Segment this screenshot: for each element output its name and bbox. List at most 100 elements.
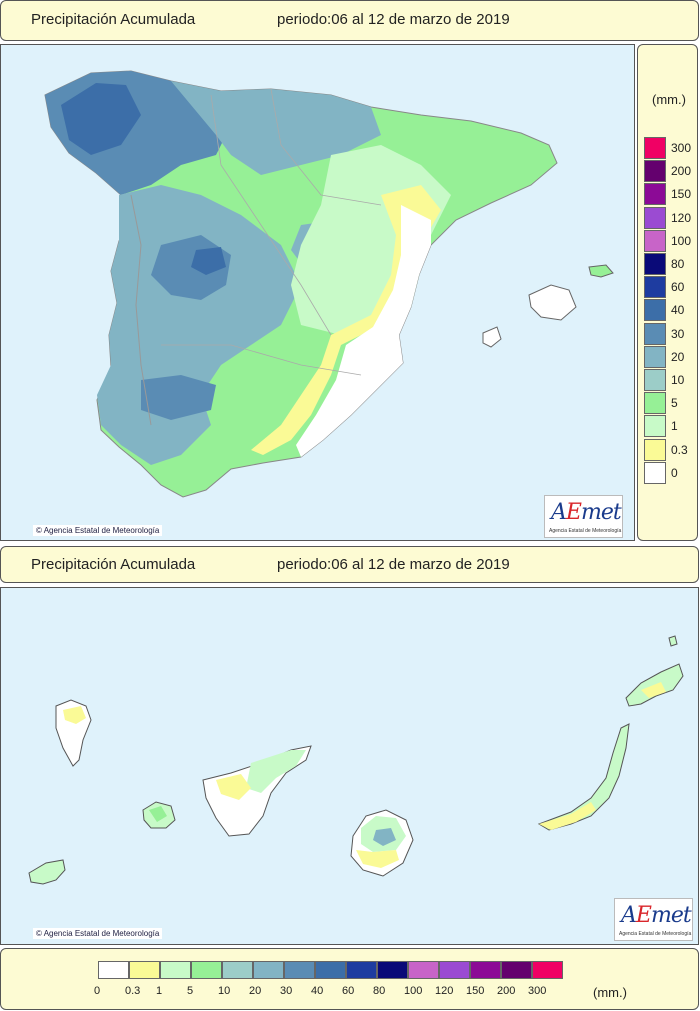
legend-label: 30 (280, 985, 293, 997)
legend-swatch (644, 183, 666, 206)
legend-swatch (129, 961, 160, 979)
precip-zone-southeast-dry (296, 205, 431, 457)
legend-swatch (253, 961, 284, 979)
legend-label: 80 (373, 985, 386, 997)
island-tenerife-yellow (216, 774, 251, 800)
legend-label: 150 (466, 985, 485, 997)
precip-zone-north-coast (171, 81, 381, 175)
credit-label-peninsula: © Agencia Estatal de Meteorología (33, 525, 163, 536)
island-la-palma-yellow (63, 706, 86, 724)
legend-label: 40 (311, 985, 324, 997)
legend-swatch (439, 961, 470, 979)
island-la-graciosa (668, 635, 678, 647)
legend-label: 200 (671, 164, 692, 179)
map-period: periodo:06 al 12 de marzo de 2019 (277, 556, 510, 573)
credit-label-canarias: © Agencia Estatal de Meteorología (33, 928, 163, 939)
credit-text: Agencia Estatal de Meteorología (43, 929, 160, 938)
legend-swatch (315, 961, 346, 979)
legend-swatch (160, 961, 191, 979)
legend-swatch (644, 276, 666, 299)
map-title: Precipitación Acumulada (31, 11, 196, 28)
copyright-icon: © (36, 526, 42, 535)
legend-label: 1 (156, 985, 163, 997)
legend-label: 120 (671, 210, 692, 225)
legend-swatch (377, 961, 408, 979)
legend-swatch (644, 345, 666, 368)
map-period: periodo:06 al 12 de marzo de 2019 (277, 11, 510, 28)
aemet-logo-subtext: Agencia Estatal de Meteorología (549, 528, 622, 534)
island-la-gomera-green (149, 806, 167, 822)
legend-swatch (470, 961, 501, 979)
legend-swatch (501, 961, 532, 979)
legend-label: 30 (671, 326, 685, 341)
legend-swatch (408, 961, 439, 979)
legend-swatch (644, 229, 666, 252)
legend-label: 1 (671, 419, 678, 434)
legend-swatch (644, 415, 666, 438)
aemet-logo-subtext: Agencia Estatal de Meteorología (619, 931, 692, 937)
legend-unit: (mm.) (652, 92, 686, 107)
legend-label: 100 (404, 985, 423, 997)
legend-swatch (644, 299, 666, 322)
legend-label: 80 (671, 257, 685, 271)
legend-swatch (644, 461, 666, 484)
island-lanzarote-yellow (641, 682, 666, 698)
legend-horizontal: 0 0.3 1 5 10 20 30 40 60 80 100 120 150 200 300 (mm.) (0, 948, 699, 1010)
aemet-logo-text: AEmet (621, 903, 692, 928)
legend-label: 20 (671, 349, 685, 364)
island-fuerteventura-yellow (539, 802, 596, 830)
island-mallorca (528, 284, 577, 321)
legend-label: 0 (671, 465, 678, 480)
island-gran-canaria-yellow (356, 850, 399, 868)
legend-label: 60 (671, 280, 685, 295)
legend-swatch (346, 961, 377, 979)
map-title: Precipitación Acumulada (31, 556, 196, 573)
canarias-map-graphic (28, 635, 684, 885)
legend-swatch (644, 322, 666, 345)
legend-swatch (644, 206, 666, 229)
aemet-logo: AEmet Agencia Estatal de Meteorología (614, 898, 693, 941)
aemet-logo: AEmet Agencia Estatal de Meteorología (544, 495, 623, 538)
legend-label: 300 (528, 985, 547, 997)
island-menorca (588, 264, 614, 278)
legend-label: 60 (342, 985, 355, 997)
credit-text: Agencia Estatal de Meteorología (43, 526, 160, 535)
peninsula-map[interactable]: © Agencia Estatal de Meteorología AEmet … (0, 44, 635, 541)
island-tenerife-green (246, 750, 306, 793)
precip-zone-southwest-blue (141, 375, 216, 420)
legend-swatch (222, 961, 253, 979)
legend-vertical: (mm.) 300 200 150 120 100 80 60 40 30 20 10 5 1 0.3 0 (637, 44, 698, 541)
legend-label: 300 (671, 141, 692, 155)
legend-label: 200 (497, 985, 516, 997)
legend-swatch (644, 438, 666, 461)
precip-zone-galicia-core (61, 83, 141, 155)
legend-unit: (mm.) (593, 985, 627, 1000)
legend-label: 0 (94, 985, 101, 997)
canarias-map[interactable]: © Agencia Estatal de Meteorología AEmet … (0, 587, 699, 945)
precip-zone-central-dark (191, 247, 226, 275)
peninsula-map-graphic (44, 70, 614, 498)
legend-label: 10 (218, 985, 231, 997)
legend-label: 100 (671, 233, 692, 248)
legend-label: 0.3 (125, 985, 141, 997)
legend-swatch (644, 369, 666, 391)
legend-label: 5 (671, 396, 678, 411)
legend-swatch (644, 137, 666, 159)
legend-swatch (644, 392, 666, 415)
legend-swatch (191, 961, 222, 979)
aemet-logo-text: AEmet (551, 500, 622, 525)
island-el-hierro (28, 859, 66, 885)
legend-label: 120 (435, 985, 454, 997)
legend-swatch (532, 961, 563, 979)
copyright-icon: © (36, 929, 42, 938)
title-bar-canarias: Precipitación Acumulada periodo:06 al 12… (0, 546, 699, 583)
legend-label: 150 (671, 187, 692, 202)
legend-swatch (98, 961, 129, 979)
legend-swatch (644, 160, 666, 183)
legend-label: 10 (671, 373, 685, 387)
legend-swatch (284, 961, 315, 979)
precip-zone-east-yellow (251, 185, 441, 455)
legend-label: 0.3 (671, 442, 688, 457)
legend-label: 40 (671, 303, 685, 318)
border-region-3 (161, 344, 362, 376)
